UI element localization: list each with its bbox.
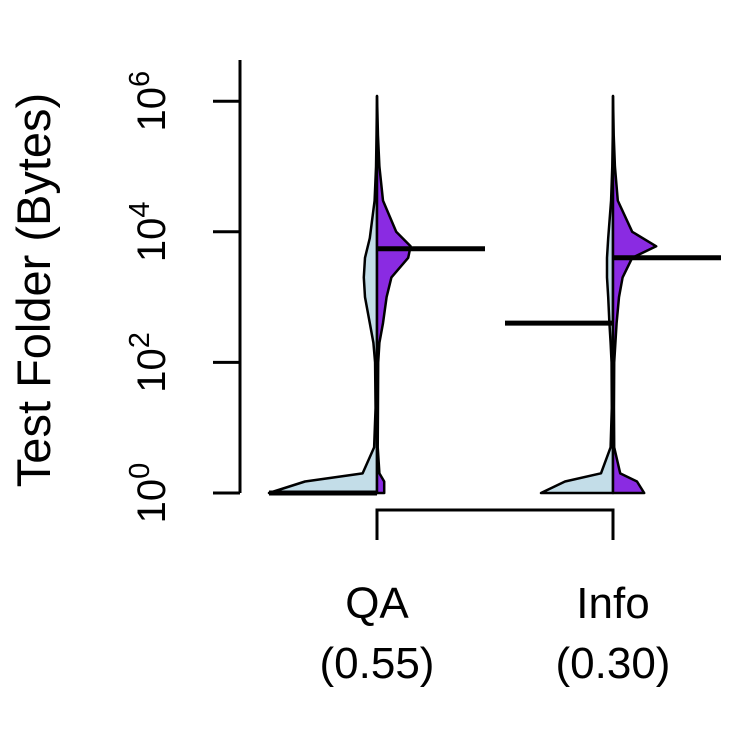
x-label-qa: QA [345, 579, 409, 628]
y-axis-title: Test Folder (Bytes) [7, 93, 60, 487]
x-sublabel-info: (0.30) [556, 639, 671, 688]
violins [267, 94, 721, 496]
violin-qa [267, 94, 485, 496]
y-tick-base: 10 [130, 479, 174, 524]
y-tick-exponent: 6 [124, 71, 156, 87]
violin-left-half [539, 94, 615, 495]
y-tick-exponent: 2 [124, 332, 156, 348]
y-tick-base: 10 [130, 348, 174, 393]
y-tick-base: 10 [130, 87, 174, 132]
violin-info [505, 94, 721, 495]
violin-right-half [611, 94, 658, 495]
y-tick-label: 100 [124, 463, 174, 524]
comparison-bracket [375, 508, 615, 540]
y-tick-label: 104 [124, 201, 174, 262]
y-tick-exponent: 4 [124, 201, 156, 217]
bracket-line [375, 508, 615, 540]
violin-right-half [375, 94, 412, 495]
y-tick-label: 106 [124, 71, 174, 132]
x-label-info: Info [576, 579, 649, 628]
y-tick-label: 102 [124, 332, 174, 393]
violin-left-half [267, 94, 379, 495]
y-tick-exponent: 0 [124, 463, 156, 479]
x-axis-labels: QA (0.55) Info (0.30) [320, 579, 671, 688]
x-sublabel-qa: (0.55) [320, 639, 435, 688]
y-tick-base: 10 [130, 218, 174, 262]
